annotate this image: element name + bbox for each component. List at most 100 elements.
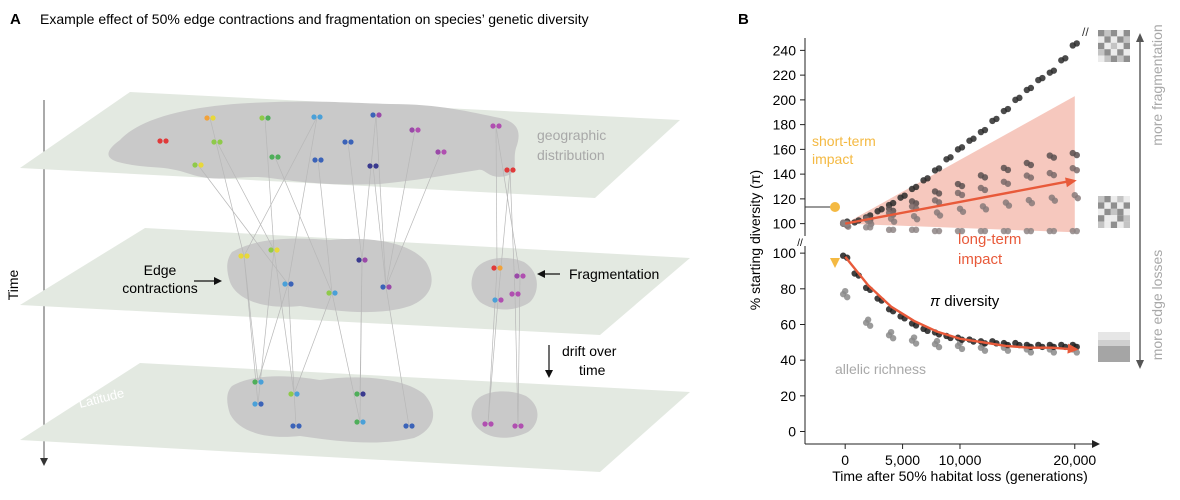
data-point [1050,349,1058,356]
data-point [901,192,908,199]
pattern-cell [1098,36,1105,43]
population-dot [318,157,324,163]
population-dot [326,290,332,296]
y-tick-label: 140 [773,166,797,182]
pattern-cell [1110,55,1118,62]
blob-fragment-middle [471,257,537,310]
population-dot [512,423,518,429]
data-point [958,182,966,190]
pattern-cell [1098,42,1105,50]
population-dot [252,379,258,385]
y-tick-label: 120 [773,191,797,207]
lineage-line [372,165,387,288]
data-point [981,347,989,354]
lineage-line [385,151,442,288]
data-point [958,345,966,353]
lineage-line [385,286,410,427]
population-dot [386,284,392,290]
lineage-line [359,259,363,423]
panel-a: A Example effect of 50% edge contraction… [5,11,690,472]
pattern-cell [1110,196,1118,203]
data-point [1004,227,1012,235]
lineage-line [495,125,521,277]
population-dot [282,281,288,287]
data-point [1050,154,1058,161]
pattern-cell [1110,221,1118,228]
data-point [1074,194,1081,202]
population-dot [435,149,441,155]
population-dot [210,115,216,121]
drift-label-line2: time [579,362,606,378]
data-point [913,216,921,223]
more-edge-losses-label: more edge losses [1149,250,1165,361]
data-point [924,175,931,182]
data-point [889,334,897,342]
population-dot [498,297,504,303]
data-point [982,206,990,213]
lineage-line [257,283,289,383]
pattern-cell [1098,202,1105,209]
data-point [1027,349,1035,356]
short-term-line1: short-term [812,133,876,149]
time-arrowhead [40,458,48,466]
data-point [981,186,989,194]
population-dot [312,157,318,163]
lineage-line [495,125,498,269]
population-dot [441,149,447,155]
data-point [1073,40,1080,47]
population-dot [370,112,376,118]
pi-fit-curve [844,255,1075,351]
population-dot [360,419,366,425]
fragmented-pattern-mid-icon [1098,196,1130,228]
y-tick-label: 20 [780,388,796,404]
population-dot [515,291,521,297]
pattern-cell [1104,215,1111,222]
data-point [958,191,966,199]
data-point [878,206,885,213]
pattern-cell [1104,208,1111,216]
data-point [981,174,989,181]
population-dot [204,115,210,121]
frag-label: Fragmentation [569,266,659,282]
scale-arrow-up-icon [1136,33,1144,42]
lineage-line [274,156,333,294]
population-dot [409,423,415,429]
data-point [1027,174,1035,181]
population-dot [373,163,379,169]
data-point [841,287,849,295]
pattern-cell [1117,208,1124,216]
y-tick-label: 40 [780,352,796,368]
data-point [981,227,989,235]
data-point [959,208,967,215]
lineage-line [385,129,416,288]
population-dot [192,162,198,168]
population-dot [265,115,271,121]
data-point [890,218,898,225]
pi-word: diversity [940,293,1000,310]
y-ticks-lower: 0 20 40 60 80 100 [773,245,805,440]
long-term-trend-line [844,180,1070,225]
population-dot [348,139,354,145]
pattern-cell [1117,49,1124,56]
population-dot [415,127,421,133]
population-dot [362,257,368,263]
pattern-cell [1123,55,1130,62]
pattern-cell [1098,49,1105,56]
blob-drift-main [227,376,434,443]
panel-b-letter: B [738,11,749,28]
data-point [970,135,977,142]
pattern-cell [1110,49,1118,56]
pattern-cell [1110,208,1118,216]
population-dot [518,423,524,429]
panel-a-title: Example effect of 50% edge contractions … [40,11,589,27]
data-point [947,154,954,161]
pattern-cell [1104,55,1111,62]
data-point [1004,166,1012,174]
pi-diversity-label: π diversity [930,293,1000,310]
pattern-cell [1117,221,1124,228]
y-tick-label: 80 [780,281,796,297]
data-point [912,226,920,234]
pattern-cell [1098,221,1105,228]
data-point [1004,180,1012,187]
data-point [936,212,944,219]
